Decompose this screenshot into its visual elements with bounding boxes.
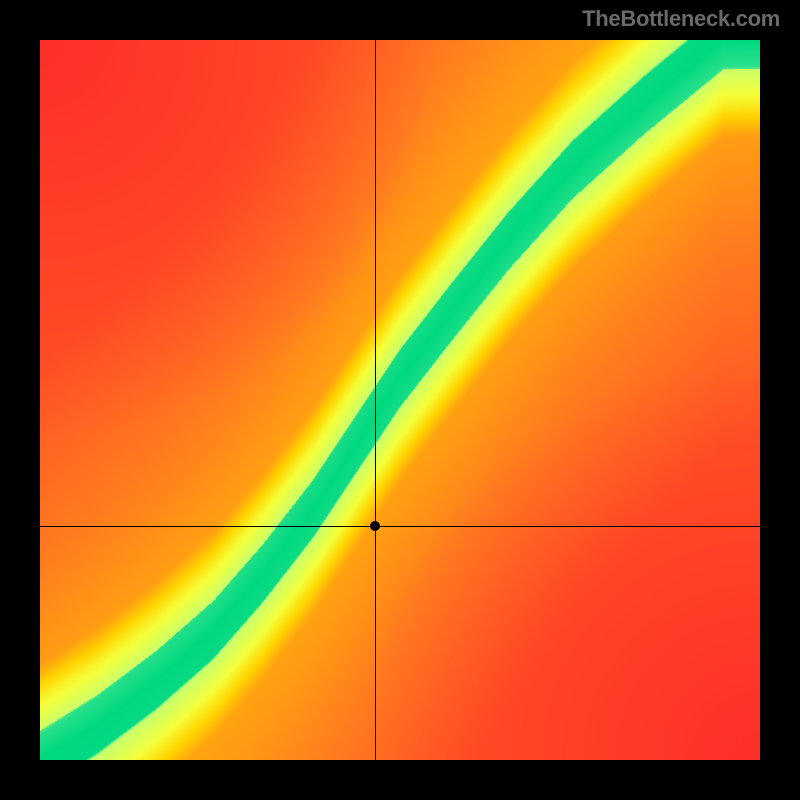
crosshair-vertical-line <box>375 40 376 760</box>
watermark-text: TheBottleneck.com <box>582 6 780 32</box>
heatmap-canvas <box>40 40 760 760</box>
heatmap-plot-area <box>40 40 760 760</box>
crosshair-marker-dot <box>370 521 380 531</box>
crosshair-horizontal-line <box>40 526 760 527</box>
